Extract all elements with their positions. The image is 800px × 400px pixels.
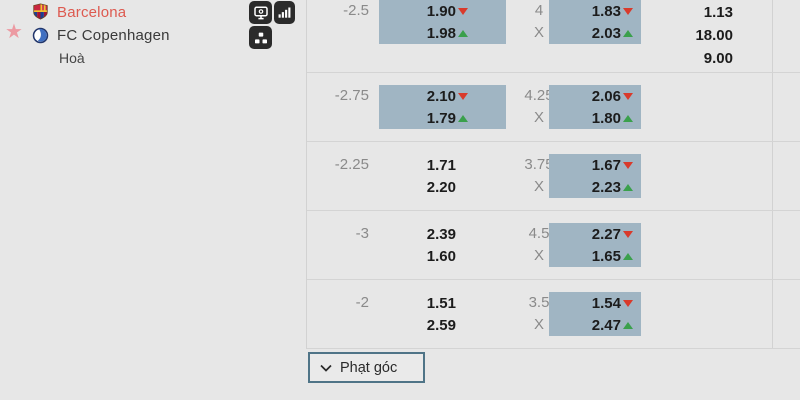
line-sub-value: X [533,316,544,333]
trend-icon [623,7,633,15]
line-sub-value: X [533,109,544,126]
trend-icon [458,29,468,37]
line-value: 4.25 [524,87,554,104]
trend-icon [458,114,468,122]
odds-value: 2.59 [426,316,456,334]
handicap-value: -2.5 [343,2,369,19]
odds-value: 1.51 [426,294,456,312]
line-label: 4.25 X [519,85,559,129]
trend-icon [623,230,633,238]
line-label: 4 X [519,0,559,44]
handicap-value: -2 [355,294,369,311]
handicap-odds-table: 1.13 18.00 9.00 -2.5 1.90 1.98 4 X 1.83 … [306,0,800,349]
line-value: 4 [534,2,544,19]
odds-value: 1.71 [426,156,456,174]
line-label: 3.75 X [519,154,559,198]
odds-value: 1.67 [591,156,621,174]
trend-icon [458,7,468,15]
odds-value: 2.47 [591,316,621,334]
barcelona-crest-icon [32,3,49,20]
fulltime-1x2-odds[interactable]: 1.13 18.00 9.00 [641,1,733,70]
lineup-icon[interactable] [249,26,272,49]
line-label: 4.5 X [519,223,559,267]
more-markets-label: Phạt góc [340,359,398,376]
handicap-odds-cell[interactable]: 1.51 2.59 [379,292,506,336]
odds-value: 1.90 [426,2,456,20]
trend-icon [623,321,633,329]
handicap-row: -2.75 2.10 1.79 4.25 X 2.06 1.80 [307,73,800,142]
odds-value: 2.20 [426,178,456,196]
stats-icon[interactable] [274,1,295,24]
odds-value: 2.06 [591,87,621,105]
chevron-down-icon [320,364,332,372]
trend-icon [458,92,468,100]
line-odds-cell[interactable]: 2.06 1.80 [549,85,641,129]
handicap-value: -3 [355,225,369,242]
trend-icon [623,252,633,260]
odds-value: 2.39 [426,225,456,243]
line-sub-value: X [533,178,544,195]
odds-value: 1.65 [591,247,621,265]
handicap-value: -2.75 [334,87,369,104]
handicap-odds-cell[interactable]: 1.90 1.98 [379,0,506,44]
line-sub-value: X [533,24,544,41]
odds-value: 1.79 [426,109,456,127]
line-odds-cell[interactable]: 1.67 2.23 [549,154,641,198]
trend-icon [623,299,633,307]
column-divider [772,0,773,349]
live-stream-icon[interactable] [249,1,272,24]
odds-value: 1.54 [591,294,621,312]
trend-icon [623,161,633,169]
trend-icon [623,92,633,100]
draw-label: Hoà [59,50,85,66]
trend-icon [623,114,633,122]
odds-value: 1.98 [426,24,456,42]
odds-value: 2.03 [591,24,621,42]
star-icon[interactable]: ★ [5,21,23,43]
trend-icon [623,183,633,191]
handicap-odds-cell[interactable]: 2.39 1.60 [379,223,506,267]
handicap-row: -2.25 1.71 2.20 3.75 X 1.67 2.23 [307,142,800,211]
more-markets-button[interactable]: Phạt góc [308,352,425,383]
line-value: 3.5 [528,294,550,311]
away-team-name: FC Copenhagen [57,27,170,44]
line-odds-cell[interactable]: 2.27 1.65 [549,223,641,267]
handicap-value: -2.25 [334,156,369,173]
odds-value: 1.80 [591,109,621,127]
odds-1x2-home[interactable]: 1.13 [703,4,733,21]
odds-1x2-draw[interactable]: 9.00 [703,50,733,67]
odds-value: 2.10 [426,87,456,105]
odds-value: 1.83 [591,2,621,20]
line-odds-cell[interactable]: 1.83 2.03 [549,0,641,44]
odds-value: 2.23 [591,178,621,196]
handicap-odds-cell[interactable]: 2.10 1.79 [379,85,506,129]
handicap-odds-cell[interactable]: 1.71 2.20 [379,154,506,198]
home-team-name: Barcelona [57,4,127,21]
line-value: 3.75 [524,156,554,173]
handicap-row: -3 2.39 1.60 4.5 X 2.27 1.65 [307,211,800,280]
line-value: 4.5 [528,225,550,242]
copenhagen-crest-icon [32,27,49,44]
odds-value: 1.60 [426,247,456,265]
handicap-row: -2 1.51 2.59 3.5 X 1.54 2.47 [307,280,800,349]
odds-1x2-away[interactable]: 18.00 [695,27,733,44]
odds-value: 2.27 [591,225,621,243]
line-label: 3.5 X [519,292,559,336]
handicap-row: -2.5 1.90 1.98 4 X 1.83 2.03 [307,0,800,73]
trend-icon [623,29,633,37]
line-sub-value: X [533,247,544,264]
line-odds-cell[interactable]: 1.54 2.47 [549,292,641,336]
